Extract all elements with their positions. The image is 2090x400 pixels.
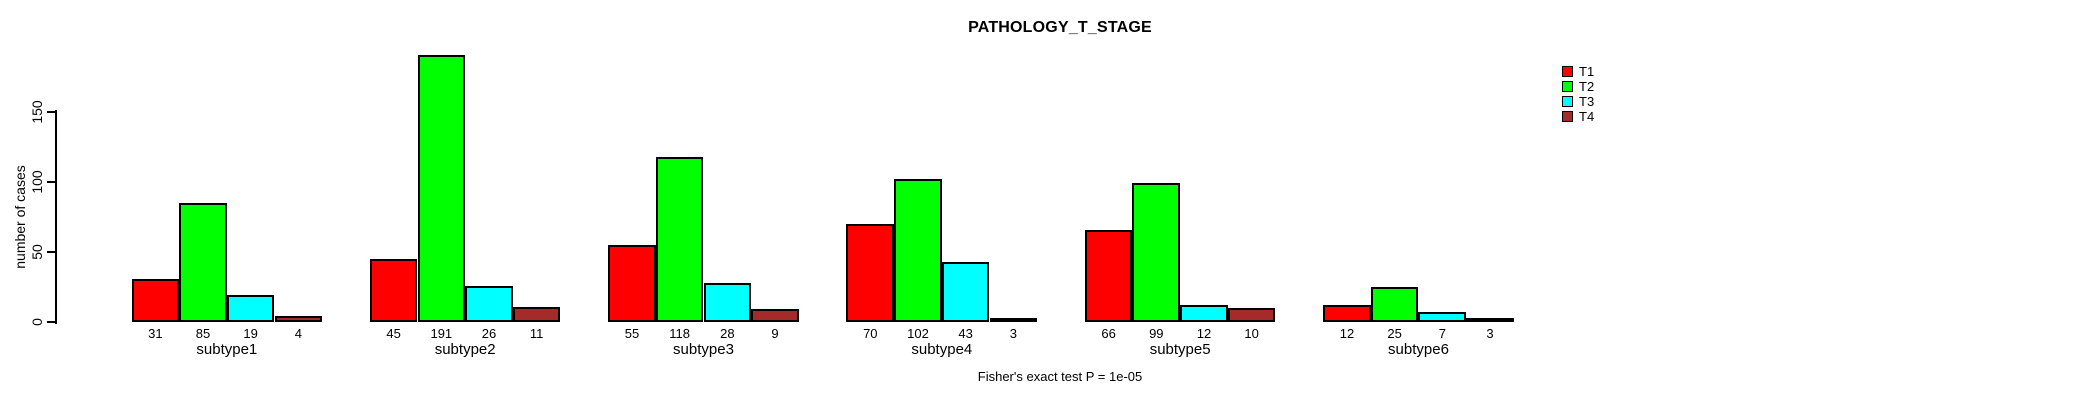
bar-subtype5-T2 — [1132, 183, 1181, 322]
bar-subtype4-T1 — [846, 224, 895, 322]
bar-value-label: 99 — [1149, 326, 1164, 341]
bar-value-label: 19 — [243, 326, 258, 341]
legend-swatch-T4 — [1562, 111, 1573, 122]
category-label-subtype2: subtype2 — [434, 341, 496, 358]
bar-value-label: 28 — [720, 326, 735, 341]
bar-value-label: 43 — [958, 326, 973, 341]
bar-value-label: 10 — [1244, 326, 1259, 341]
footnote-fisher-test: Fisher's exact test P = 1e-05 — [977, 369, 1143, 384]
bar-subtype2-T2 — [417, 55, 466, 322]
bar-value-label: 31 — [148, 326, 163, 341]
legend-label: T3 — [1579, 94, 1595, 109]
legend-swatch-T3 — [1562, 96, 1573, 107]
bar-subtype5-T4 — [1227, 308, 1276, 322]
bar-subtype4-T3 — [941, 262, 990, 322]
legend-label: T4 — [1579, 109, 1595, 124]
bar-value-label: 4 — [294, 326, 302, 341]
y-tick-label: 50 — [29, 244, 45, 260]
bar-value-label: 3 — [1009, 326, 1017, 341]
bar-subtype6-T4 — [1466, 318, 1514, 322]
bar-value-label: 26 — [481, 326, 497, 341]
bar-subtype6-T1 — [1323, 305, 1371, 322]
bar-subtype4-T4 — [989, 318, 1038, 322]
category-label-subtype4: subtype4 — [911, 341, 973, 358]
category-label-subtype1: subtype1 — [196, 341, 258, 358]
category-label-subtype3: subtype3 — [673, 341, 734, 358]
bar-value-label: 70 — [863, 326, 878, 341]
bar-value-label: 102 — [907, 326, 929, 341]
bar-subtype5-T3 — [1180, 305, 1228, 322]
bar-value-label: 12 — [1339, 326, 1355, 341]
bar-subtype6-T3 — [1418, 312, 1467, 322]
bar-value-label: 11 — [529, 326, 544, 341]
legend-item-T1: T1 — [1562, 64, 1594, 79]
bar-subtype2-T3 — [465, 286, 513, 322]
bar-value-label: 9 — [771, 326, 779, 341]
bar-subtype3-T1 — [608, 245, 656, 322]
bar-value-label: 25 — [1387, 326, 1402, 341]
bar-value-label: 12 — [1196, 326, 1212, 341]
y-axis-line — [55, 110, 57, 324]
category-label-subtype6: subtype6 — [1388, 341, 1449, 358]
y-tick-label: 100 — [29, 170, 45, 194]
y-tick-label: 0 — [29, 318, 45, 326]
y-tick — [47, 251, 55, 253]
bar-value-label: 45 — [386, 326, 401, 341]
legend-swatch-T2 — [1562, 81, 1573, 92]
bar-value-label: 3 — [1486, 326, 1494, 341]
bar-subtype1-T1 — [131, 279, 180, 322]
legend: T1 T2 T3 T4 — [1562, 64, 1594, 124]
bar-subtype6-T2 — [1370, 287, 1419, 322]
chart-title: PATHOLOGY_T_STAGE — [968, 19, 1152, 36]
bar-subtype3-T2 — [655, 157, 704, 322]
bar-value-label: 118 — [669, 326, 691, 341]
bar-subtype1-T3 — [226, 295, 275, 322]
category-label-subtype5: subtype5 — [1149, 341, 1211, 358]
bar-subtype5-T1 — [1084, 230, 1133, 322]
legend-item-T3: T3 — [1562, 94, 1594, 109]
bar-subtype1-T2 — [179, 203, 227, 322]
bar-value-label: 7 — [1438, 326, 1446, 341]
legend-label: T1 — [1579, 64, 1595, 79]
bar-value-label: 191 — [430, 326, 453, 341]
bar-subtype4-T2 — [894, 179, 942, 322]
y-tick — [47, 321, 55, 323]
legend-item-T4: T4 — [1562, 109, 1594, 124]
bar-subtype3-T4 — [751, 309, 799, 322]
bar-subtype2-T1 — [369, 259, 418, 322]
bar-subtype3-T3 — [703, 283, 752, 322]
y-tick — [47, 181, 55, 183]
bar-value-label: 85 — [195, 326, 211, 341]
y-axis-label: number of cases — [12, 165, 28, 269]
bar-subtype1-T4 — [274, 316, 323, 322]
legend-item-T2: T2 — [1562, 79, 1594, 94]
y-tick-label: 150 — [29, 100, 45, 124]
legend-swatch-T1 — [1562, 66, 1573, 77]
y-tick — [47, 111, 55, 113]
bar-value-label: 55 — [624, 326, 640, 341]
bar-value-label: 66 — [1101, 326, 1116, 341]
bar-subtype2-T4 — [512, 307, 561, 322]
legend-label: T2 — [1579, 79, 1595, 94]
